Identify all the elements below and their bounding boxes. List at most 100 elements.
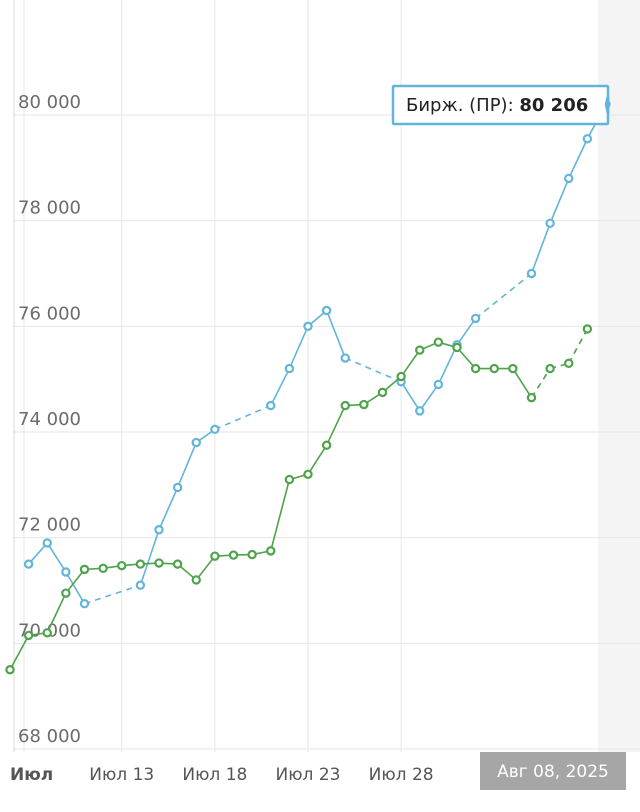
series-2-point[interactable] — [545, 363, 555, 374]
series-1-point[interactable] — [42, 538, 52, 548]
series-1-point[interactable] — [415, 406, 425, 416]
series-1-segment — [158, 487, 179, 531]
series-1-segment — [139, 529, 160, 586]
series-2-point[interactable] — [321, 440, 332, 450]
tooltip-value: 80 206 — [519, 95, 588, 116]
series-1-point[interactable] — [135, 580, 146, 590]
series-1-segment — [475, 272, 533, 320]
series-1-segment — [46, 542, 67, 573]
grid-layer — [13, 0, 640, 752]
series-1-point[interactable] — [340, 353, 350, 363]
series-1-segment — [270, 368, 291, 406]
series-2-point[interactable] — [340, 400, 350, 411]
x-tick-label: Июл 13 — [89, 765, 154, 785]
y-tick-label: 76 000 — [18, 303, 81, 324]
series-2-point[interactable] — [452, 342, 462, 353]
series-2-segment — [325, 405, 346, 446]
tooltip-label: Бирж. (ПР): — [406, 95, 519, 116]
series-1-segment — [400, 381, 421, 412]
series-1-point[interactable] — [545, 218, 555, 229]
series-1-segment — [419, 383, 440, 412]
series-2-point[interactable] — [61, 588, 71, 598]
date-label-text: Авг 08, 2025 — [497, 762, 609, 782]
series-2-point[interactable] — [117, 560, 127, 571]
tooltip: Бирж. (ПР): 80 206 — [391, 84, 610, 126]
series-1-point[interactable] — [191, 437, 201, 448]
series-1-point[interactable] — [470, 313, 481, 324]
series-2-point[interactable] — [526, 392, 537, 403]
series-2-segment — [530, 368, 551, 399]
series-2-point[interactable] — [415, 345, 425, 355]
y-tick-label: 80 000 — [18, 92, 81, 113]
series-2-point[interactable] — [5, 665, 15, 675]
series-2-point[interactable] — [489, 363, 499, 374]
series-2-point[interactable] — [98, 563, 108, 574]
series-1-point[interactable] — [210, 424, 220, 435]
series-2-point[interactable] — [79, 564, 90, 575]
series-2-point[interactable] — [303, 469, 313, 479]
series-1-segment — [176, 442, 197, 488]
series-2-point[interactable] — [210, 551, 220, 561]
x-axis-ticks: Июл Июл 13 Июл 18 Июл 23 Июл 28 — [10, 765, 434, 785]
series-1-point[interactable] — [79, 599, 90, 609]
y-tick-label: 74 000 — [18, 409, 81, 430]
series-2-point[interactable] — [154, 558, 164, 568]
series-1-segment — [549, 178, 570, 224]
x-tick-label: Июл 23 — [276, 765, 341, 785]
series-1-segment — [530, 223, 551, 274]
series-2-point[interactable] — [23, 630, 34, 641]
series-2-point[interactable] — [433, 337, 444, 347]
series-2-segment — [195, 555, 216, 581]
y-tick-label: 78 000 — [18, 198, 81, 219]
x-tick-label: Июл — [10, 765, 53, 785]
series-1-segment — [288, 326, 309, 369]
series-2-point[interactable] — [359, 399, 369, 410]
series-1-point[interactable] — [154, 525, 164, 535]
series-2-segment — [512, 368, 533, 399]
tooltip-text: Бирж. (ПР): 80 206 — [406, 95, 588, 116]
series-1-point[interactable] — [526, 268, 537, 279]
series-1-point[interactable] — [433, 379, 444, 390]
series-1-segment — [214, 404, 272, 431]
series-1-segment — [437, 344, 458, 385]
date-label-box — [480, 752, 626, 790]
series-2-point[interactable] — [582, 324, 593, 334]
series-1-point[interactable] — [284, 363, 295, 374]
series-1-point[interactable] — [303, 321, 313, 332]
series-2-point[interactable] — [228, 550, 239, 560]
series-1-segment — [84, 584, 141, 605]
series-2-point[interactable] — [470, 363, 481, 374]
series-2-segment — [400, 349, 421, 377]
series-1-segment — [65, 571, 86, 605]
series-1-segment — [568, 138, 589, 179]
series-2-point[interactable] — [564, 358, 574, 369]
series-2-point[interactable] — [284, 474, 295, 485]
series-1-point[interactable] — [172, 482, 183, 493]
series-2-segment — [65, 568, 86, 594]
series-1-point[interactable] — [23, 559, 34, 569]
series-1-point[interactable] — [321, 305, 332, 316]
series-2-point[interactable] — [191, 575, 201, 585]
series-2-segment — [46, 592, 67, 634]
series-1-point[interactable] — [266, 400, 276, 411]
y-tick-label: 68 000 — [18, 726, 81, 747]
series-1-segment — [456, 317, 477, 346]
tooltip-pointer — [604, 95, 610, 115]
series-2-point[interactable] — [172, 559, 183, 569]
series-1-point[interactable] — [564, 173, 574, 184]
series-2-point[interactable] — [247, 549, 257, 560]
series-2-segment — [568, 328, 589, 364]
series-2-point[interactable] — [266, 546, 276, 556]
series-1-segment — [344, 357, 402, 383]
series-1-point[interactable] — [582, 134, 593, 144]
series-2-point[interactable] — [377, 387, 388, 398]
series-1-point[interactable] — [61, 567, 71, 577]
x-tick-label: Июл 28 — [369, 765, 434, 785]
series-2-point[interactable] — [135, 559, 146, 569]
series-2-point[interactable] — [508, 363, 518, 374]
series-2-point[interactable] — [396, 371, 406, 382]
series-2-point[interactable] — [42, 628, 52, 638]
